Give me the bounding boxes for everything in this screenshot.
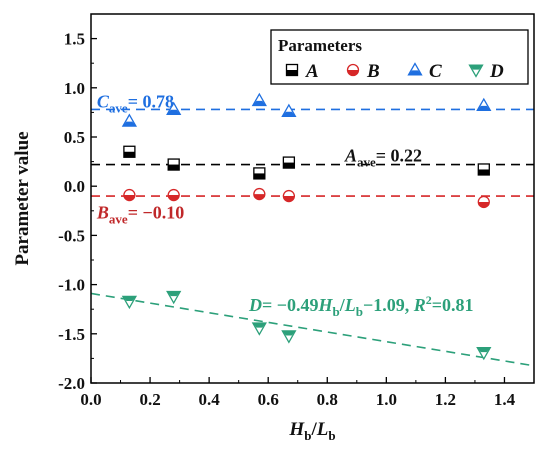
legend-item-a: A [285,61,319,82]
legend-marker-d [468,64,484,78]
legend-marker-b [346,63,360,77]
marker-fill [253,173,265,179]
legend-label-b: B [366,61,380,82]
plot-frame [90,13,535,384]
marker-fill [283,162,295,169]
marker-fill [477,347,491,353]
y-axis-title: Parameter value [12,131,33,265]
data-point-c [251,92,267,107]
y-tick-label: 1.5 [64,30,85,49]
marker-fill [477,105,491,111]
annotation-d-fit: D= −0.49Hb/Lb−1.09, R2=0.81 [248,293,474,319]
marker-fill [252,100,266,106]
data-point-c [476,97,492,112]
marker-fill [252,323,266,328]
annotation-a-ave: Aave= 0.22 [344,146,422,170]
data-point-d [166,290,182,305]
legend-label-d: D [489,61,504,82]
data-point-d [476,346,492,361]
annotation-c-ave: Cave= 0.78 [97,91,174,115]
series-d [121,290,492,361]
marker-fill [123,195,135,201]
y-tick-label: -1.5 [58,325,85,344]
legend-marker-c [407,62,423,76]
data-point-a [282,156,296,169]
x-tick-label: 0.8 [317,390,338,409]
data-point-b [167,188,180,202]
x-tick-label: 0.6 [258,390,279,409]
legend-marker-a [285,63,299,77]
data-point-c [121,113,138,127]
data-point-a [253,167,266,180]
data-point-b [282,189,296,203]
y-tick-label: 1.0 [64,79,85,98]
x-tick-label: 1.2 [435,390,456,409]
marker-fill [408,70,422,75]
legend-label-c: C [429,61,442,82]
data-point-a [167,158,180,171]
y-tick-label: 0.0 [64,177,85,196]
annotation-b-ave: Bave= −0.10 [96,203,184,227]
data-point-d [121,295,138,310]
x-tick-label: 0.0 [80,390,101,409]
x-axis-title: Hb/Lb [288,419,335,443]
marker-fill [167,109,181,115]
data-point-d [281,330,297,344]
series-c [121,92,492,127]
marker-fill [286,70,298,76]
y-tick-label: 0.5 [64,128,85,147]
data-point-b [123,188,136,202]
data-point-c [166,101,182,115]
series-b [123,187,490,209]
x-tick-label: 0.4 [199,390,221,409]
marker-fill [253,194,265,200]
marker-fill [123,151,135,158]
marker-fill [283,196,295,202]
marker-fill [347,70,359,76]
marker-fill [282,330,296,336]
marker-fill [167,291,181,297]
y-tick-label: -2.0 [58,374,85,393]
data-point-c [281,103,297,117]
marker-fill [122,121,136,127]
y-tick-label: -0.5 [58,226,85,245]
marker-fill [478,169,490,175]
marker-fill [478,201,490,208]
data-point-d [251,322,267,336]
data-point-b [253,187,266,201]
x-tick-label: 1.4 [494,390,516,409]
marker-fill [122,296,136,302]
legend-title: Parameters [278,36,362,55]
legend: Parameters A B C D [270,29,529,85]
x-tick-label: 0.2 [139,390,160,409]
legend-box [270,29,529,85]
data-point-b [477,195,490,209]
series-a [123,145,490,180]
data-point-a [123,145,136,158]
legend-item-b: B [346,61,380,82]
y-tick-label: -1.0 [58,276,85,295]
x-tick-label: 1.0 [376,390,397,409]
marker-fill [469,65,483,70]
data-point-a [477,163,490,176]
marker-fill [168,164,180,171]
legend-item-c: C [407,61,442,82]
marker-fill [282,111,296,117]
legend-label-a: A [305,61,319,82]
legend-item-d: D [468,61,504,82]
marker-fill [168,195,180,201]
